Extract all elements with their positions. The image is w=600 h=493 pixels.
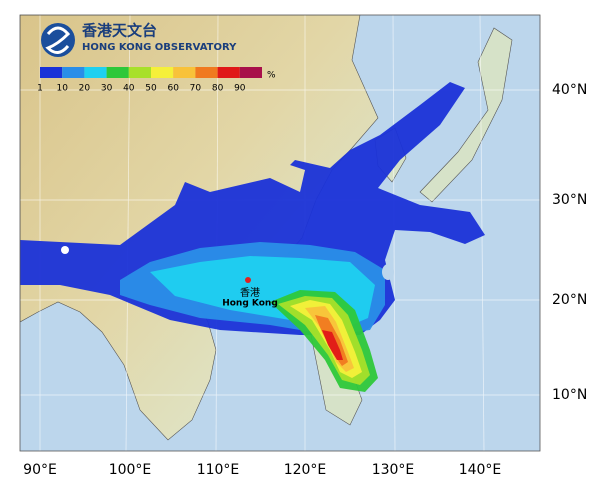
legend-swatch xyxy=(239,67,262,78)
legend-label: 70 xyxy=(190,84,202,94)
legend-swatch xyxy=(84,67,107,78)
legend-label: 30 xyxy=(101,84,113,94)
logo-swirl xyxy=(45,26,71,54)
longitude-label: 90°E xyxy=(23,462,57,478)
legend-swatch xyxy=(173,67,196,78)
legend-label: 60 xyxy=(167,84,179,94)
longitude-label: 140°E xyxy=(459,462,502,478)
legend-swatch xyxy=(128,67,151,78)
longitude-label: 110°E xyxy=(197,462,240,478)
legend-label: 50 xyxy=(145,84,157,94)
swath-hole xyxy=(61,246,69,254)
longitude-label: 100°E xyxy=(109,462,152,478)
latitude-label: 30°N xyxy=(552,192,587,208)
logo-english: HONG KONG OBSERVATORY xyxy=(82,42,237,53)
map: 香港 Hong Kong xyxy=(20,15,540,451)
legend-label: 20 xyxy=(79,84,91,94)
japan xyxy=(419,27,513,203)
legend-label: 10 xyxy=(56,84,68,94)
legend-label: 40 xyxy=(123,84,135,94)
probability-swath xyxy=(20,82,485,392)
legend-label: 80 xyxy=(212,84,224,94)
latitude-label: 40°N xyxy=(552,82,587,98)
logo-chinese: 香港天文台 xyxy=(82,22,157,40)
hong-kong-marker xyxy=(245,277,251,283)
legend-swatch xyxy=(40,67,63,78)
latitude-label: 10°N xyxy=(552,387,587,403)
place-chinese: 香港 xyxy=(240,287,260,299)
latitude-label: 20°N xyxy=(552,292,587,308)
swath-hole xyxy=(382,264,394,280)
legend-swatch xyxy=(195,67,218,78)
legend-label: 1 xyxy=(37,84,43,94)
longitude-label: 130°E xyxy=(372,462,415,478)
legend-unit: % xyxy=(267,71,276,81)
longitude-label: 120°E xyxy=(284,462,327,478)
legend: 1 10 20 30 40 50 60 70 80 90% xyxy=(37,67,276,94)
legend-swatch xyxy=(217,67,240,78)
map-frame xyxy=(19,14,541,452)
legend-label: 90 xyxy=(234,84,246,94)
probability-band xyxy=(322,330,343,360)
axes: 90°E 100°E 110°E 120°E 130°E 140°E 40°N 30°N 20°… xyxy=(23,82,587,478)
legend-swatch xyxy=(106,67,129,78)
place-english: Hong Kong xyxy=(222,299,278,309)
legend-swatch xyxy=(62,67,85,78)
legend-swatch xyxy=(151,67,174,78)
